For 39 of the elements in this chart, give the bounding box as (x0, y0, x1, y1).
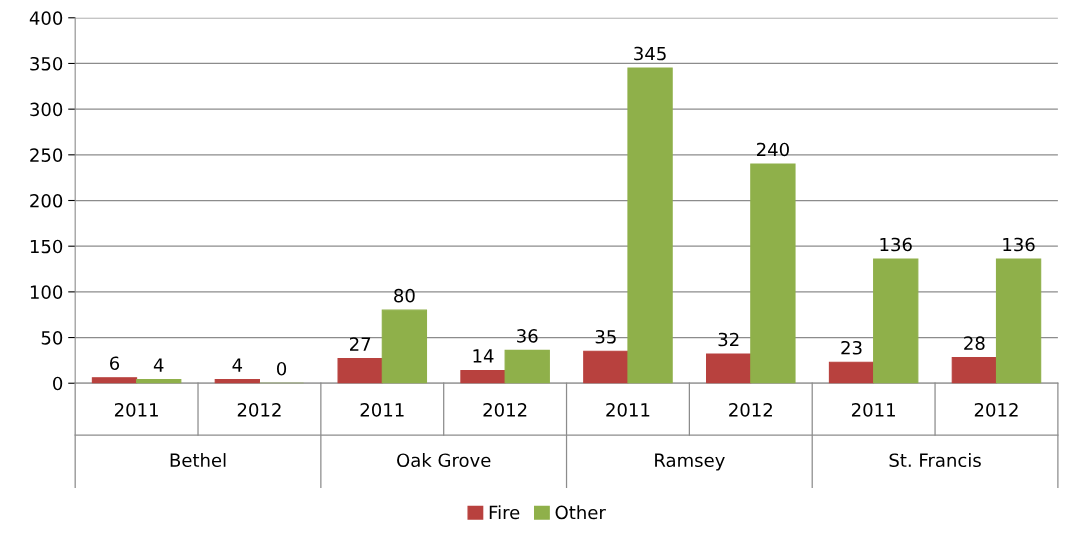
data-label: 4 (232, 358, 243, 372)
data-label: 14 (473, 349, 494, 363)
text: Bethel (170, 453, 226, 468)
x-tick-label: 2011 (606, 402, 650, 417)
x-tick-label: 2012 (974, 402, 1018, 417)
y-tick-label: 0 (53, 376, 63, 391)
data-label: 0 (277, 361, 287, 376)
y-tick-label: 50 (41, 331, 63, 345)
text: Oak Grove (397, 453, 491, 468)
data-label: 345 (634, 46, 666, 61)
y-tick-label: 100 (30, 285, 63, 299)
data-label: 136 (1003, 237, 1035, 252)
x-tick-label: 2012 (237, 402, 281, 417)
data-label: 240 (757, 142, 789, 157)
legend-label: Fire (489, 505, 520, 520)
data-label: 6 (110, 356, 120, 371)
x-tick-label: 2011 (114, 402, 158, 417)
text: St. Francis (889, 453, 981, 468)
data-label: 32 (718, 332, 739, 347)
y-tick-label: 400 (29, 11, 63, 25)
data-label: 27 (350, 337, 371, 351)
x-tick-label: 2012 (729, 402, 772, 417)
data-label: 35 (595, 329, 616, 344)
x-tick-label: 2011 (360, 402, 404, 417)
data-label: 4 (153, 358, 164, 372)
x-tick-label: 2011 (851, 402, 895, 417)
data-label: 36 (517, 329, 538, 343)
y-tick-label: 300 (30, 102, 63, 117)
y-tick-label: 350 (30, 56, 63, 71)
y-tick-label: 200 (30, 193, 63, 208)
data-label: 136 (880, 237, 912, 252)
legend-label: Other (555, 505, 606, 520)
y-tick-label: 150 (30, 239, 63, 254)
text: Ramsey (655, 453, 725, 471)
data-label: 23 (841, 340, 862, 355)
x-tick-label: 2012 (483, 402, 527, 417)
y-tick-label: 250 (30, 148, 63, 162)
data-label: 80 (394, 288, 415, 303)
data-label: 28 (964, 336, 985, 350)
